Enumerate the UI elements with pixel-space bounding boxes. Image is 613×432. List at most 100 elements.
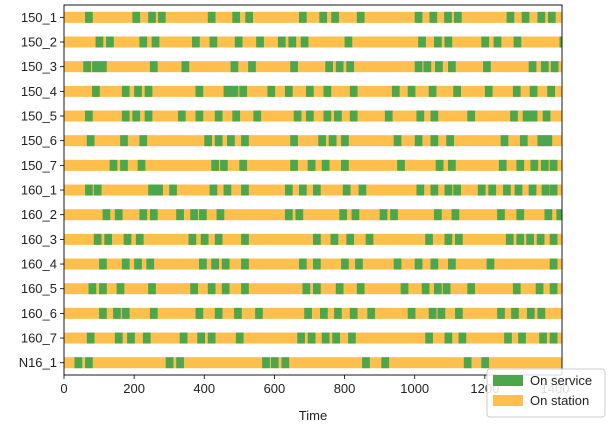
service-bar-150_3-0 (83, 61, 92, 73)
service-bar-150_6-5 (227, 135, 235, 147)
service-bar-150_1-4 (207, 11, 216, 23)
service-bar-150_5-3 (144, 110, 153, 122)
row-160_7 (64, 332, 562, 344)
service-bar-150_2-7 (256, 36, 264, 48)
service-bar-150_7-6 (290, 159, 298, 171)
service-bar-150_1-8 (319, 11, 328, 23)
service-bar-160_1-9 (298, 184, 307, 196)
service-bar-160_4-1 (121, 258, 130, 270)
service-bar-160_2-10 (339, 209, 348, 221)
row-150_5 (64, 110, 562, 122)
service-bar-150_7-15 (530, 159, 539, 171)
legend: On service On station (486, 368, 606, 418)
service-bar-160_1-13 (416, 184, 425, 196)
service-bar-160_6-1 (113, 307, 121, 319)
service-bar-N16_1-9 (463, 357, 472, 369)
service-bar-150_6-1 (120, 135, 128, 147)
service-bar-150_6-14 (446, 135, 454, 147)
legend-label: On service (530, 373, 592, 388)
service-bar-150_2-6 (234, 36, 243, 48)
service-bar-150_7-14 (516, 159, 525, 171)
y-tick-label: 150_3 (21, 59, 57, 74)
service-bar-150_7-13 (498, 159, 507, 171)
service-bar-150_4-13 (391, 85, 400, 97)
x-tick-label: 200 (123, 381, 145, 396)
service-bar-160_6-14 (428, 307, 437, 319)
service-bar-160_4-5 (211, 258, 220, 270)
service-bar-150_7-1 (120, 159, 128, 171)
service-bar-150_3-14 (448, 61, 456, 73)
service-bar-150_2-17 (513, 36, 522, 48)
service-bar-150_3-6 (248, 61, 256, 73)
service-bar-150_6-7 (290, 135, 298, 147)
service-bar-150_2-2 (139, 36, 148, 48)
service-bar-160_5-4 (190, 283, 198, 295)
service-bar-160_6-16 (455, 307, 463, 319)
service-bar-N16_1-10 (481, 357, 490, 369)
service-bar-160_1-1 (93, 184, 102, 196)
service-bar-150_5-8 (253, 110, 262, 122)
service-bar-160_3-7 (241, 233, 249, 245)
service-bar-160_7-4 (179, 332, 188, 344)
service-bar-150_2-14 (444, 36, 453, 48)
y-tick-label: 150_6 (21, 133, 57, 148)
service-bar-150_2-5 (209, 36, 218, 48)
service-bar-160_4-14 (430, 258, 439, 270)
service-bar-160_3-11 (365, 233, 374, 245)
service-bar-160_2-17 (516, 209, 525, 221)
service-bar-160_7-17 (518, 332, 526, 344)
service-bar-160_2-12 (379, 209, 388, 221)
row-150_7 (64, 159, 562, 171)
service-bar-160_5-11 (356, 283, 365, 295)
service-bar-160_1-18 (488, 184, 497, 196)
service-bar-150_1-14 (453, 11, 462, 23)
service-bar-160_5-10 (335, 283, 344, 295)
service-bar-160_7-1 (114, 332, 123, 344)
service-bar-150_5-5 (195, 110, 204, 122)
service-bar-N16_1-6 (281, 357, 290, 369)
service-bar-150_4-10 (305, 85, 314, 97)
service-bar-160_6-12 (367, 307, 376, 319)
service-bar-150_2-13 (433, 36, 442, 48)
service-bar-150_7-7 (307, 159, 316, 171)
service-bar-160_3-13 (444, 233, 453, 245)
service-bar-150_1-3 (157, 11, 166, 23)
y-tick-label: 160_1 (21, 183, 57, 198)
bars-layer (64, 11, 562, 369)
service-bar-150_5-0 (85, 110, 93, 122)
service-bar-150_1-7 (298, 11, 307, 23)
service-bar-150_1-15 (506, 11, 515, 23)
service-bar-160_4-9 (313, 258, 321, 270)
service-bar-150_6-6 (241, 135, 249, 147)
service-bar-160_7-9 (307, 332, 316, 344)
service-bar-150_7-12 (448, 159, 456, 171)
service-bar-150_3-11 (414, 61, 423, 73)
service-bar-160_7-11 (332, 332, 341, 344)
row-160_2 (64, 209, 562, 221)
service-bar-150_4-7 (239, 85, 248, 97)
service-bar-150_5-2 (132, 110, 141, 122)
service-bar-160_2-16 (497, 209, 505, 221)
service-bar-150_5-1 (121, 110, 130, 122)
service-bar-150_1-1 (132, 11, 141, 23)
service-bar-160_7-8 (297, 332, 305, 344)
service-bar-160_4-0 (99, 258, 107, 270)
service-bar-150_2-3 (151, 36, 160, 48)
legend-label: On station (530, 393, 589, 408)
service-bar-160_3-2 (123, 233, 132, 245)
y-tick-label: 150_5 (21, 109, 57, 124)
service-bar-150_6-8 (318, 135, 326, 147)
row-160_1 (64, 184, 562, 196)
row-150_1 (64, 11, 562, 23)
service-bar-160_5-7 (241, 283, 249, 295)
service-bar-160_2-0 (102, 209, 111, 221)
row-150_3 (64, 61, 562, 73)
service-bar-160_7-19 (549, 332, 558, 344)
service-bar-150_7-9 (341, 159, 349, 171)
service-bar-150_2-18 (559, 36, 562, 48)
service-bar-150_2-10 (300, 36, 309, 48)
service-bar-160_1-23 (549, 184, 558, 196)
y-tick-label: 160_6 (21, 306, 57, 321)
service-bar-160_4-4 (199, 258, 207, 270)
service-bar-160_4-17 (549, 258, 558, 270)
